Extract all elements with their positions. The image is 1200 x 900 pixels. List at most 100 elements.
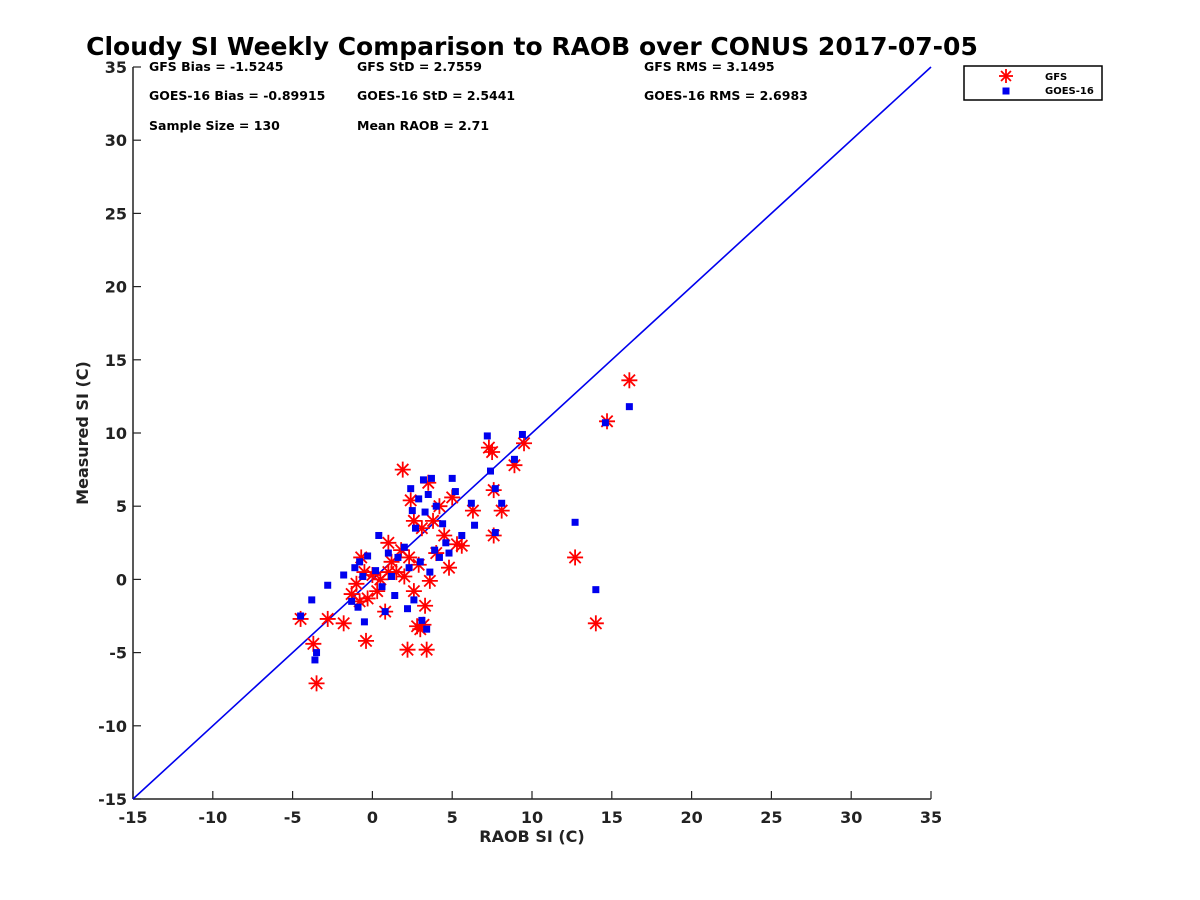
data-point: [498, 499, 506, 507]
data-point: [491, 485, 499, 493]
data-point: [445, 549, 453, 557]
data-point: [491, 529, 499, 537]
y-axis-ticks: -15 -10 -5 0 5 10 15 20 25 30 35: [98, 58, 141, 809]
y-tick-label: 5: [116, 497, 127, 516]
stat-text: Mean RAOB = 2.71: [357, 118, 489, 133]
data-point: [375, 531, 383, 539]
data-point: [405, 564, 413, 572]
chart-title: Cloudy SI Weekly Comparison to RAOB over…: [86, 32, 978, 61]
data-point: [340, 571, 348, 579]
data-point: [487, 467, 495, 475]
x-tick-label: 5: [447, 808, 458, 827]
data-point: [378, 583, 386, 591]
data-point: [359, 572, 367, 580]
data-point: [356, 558, 364, 566]
data-point: [592, 586, 600, 594]
data-point: [354, 603, 362, 611]
legend-marker: [999, 69, 1013, 83]
data-point: [388, 572, 396, 580]
data-point: [510, 455, 518, 463]
data-point: [308, 675, 325, 692]
stat-text: GOES-16 Bias = -0.89915: [149, 88, 325, 103]
data-point: [324, 581, 332, 589]
x-tick-label: 0: [367, 808, 378, 827]
y-tick-label: -10: [98, 717, 127, 736]
stat-text: GOES-16 RMS = 2.6983: [644, 88, 808, 103]
data-point: [441, 559, 458, 576]
data-point: [348, 597, 356, 605]
data-point: [401, 549, 418, 566]
data-point: [364, 552, 372, 560]
y-tick-label: 30: [105, 131, 127, 150]
x-tick-label: 30: [840, 808, 862, 827]
data-point: [421, 508, 429, 516]
x-tick-label: 20: [680, 808, 702, 827]
legend: GFS GOES-16: [963, 65, 1103, 101]
x-tick-label: -15: [119, 808, 148, 827]
data-point: [308, 596, 316, 604]
data-point: [413, 520, 430, 537]
data-point: [311, 656, 319, 664]
data-point: [380, 534, 397, 551]
data-point: [394, 553, 402, 561]
y-tick-label: 0: [116, 570, 127, 589]
data-point: [419, 476, 427, 484]
legend-label: GOES-16: [1045, 86, 1094, 97]
data-point: [408, 507, 416, 515]
y-axis-label: Measured SI (C): [73, 361, 92, 505]
stat-text: GOES-16 StD = 2.5441: [357, 88, 515, 103]
data-point: [407, 485, 415, 493]
data-point: [418, 616, 426, 624]
data-point: [518, 430, 526, 438]
stat-text: GFS Bias = -1.5245: [149, 59, 283, 74]
data-point: [423, 625, 431, 633]
stat-text: Sample Size = 130: [149, 118, 280, 133]
legend-label: GFS: [1045, 72, 1067, 83]
stat-text: GFS RMS = 3.1495: [644, 59, 775, 74]
y-tick-label: 25: [105, 204, 127, 223]
data-point: [360, 618, 368, 626]
data-point: [372, 567, 380, 575]
data-point: [415, 495, 423, 503]
series-layer: [292, 372, 638, 692]
data-point: [621, 372, 638, 389]
x-tick-label: -5: [284, 808, 302, 827]
data-point: [571, 518, 579, 526]
data-point: [319, 610, 336, 627]
x-tick-label: -10: [198, 808, 227, 827]
y-tick-label: 20: [105, 278, 127, 297]
data-point: [427, 474, 435, 482]
data-point: [436, 527, 453, 544]
data-point: [348, 575, 365, 592]
data-point: [601, 419, 609, 427]
data-point: [404, 605, 412, 613]
data-point: [625, 403, 633, 411]
data-point: [411, 524, 419, 532]
data-point: [448, 474, 456, 482]
x-tick-label: 15: [601, 808, 623, 827]
data-point: [358, 632, 375, 649]
data-point: [484, 444, 501, 461]
series-goes-16: [297, 403, 633, 664]
data-point: [424, 490, 432, 498]
data-point: [381, 608, 389, 616]
one-to-one-line: [132, 66, 932, 800]
data-point: [359, 590, 376, 607]
data-point: [399, 641, 416, 658]
y-tick-label: -5: [109, 644, 127, 663]
data-point: [471, 521, 479, 529]
x-tick-label: 25: [760, 808, 782, 827]
data-point: [384, 549, 392, 557]
data-point: [394, 461, 411, 478]
data-point: [335, 615, 352, 632]
series-gfs: [292, 372, 638, 692]
data-point: [567, 549, 584, 566]
y-tick-label: 10: [105, 424, 127, 443]
data-point: [453, 537, 470, 554]
data-point: [442, 539, 450, 547]
data-point: [435, 553, 443, 561]
data-point: [587, 615, 604, 632]
data-point: [400, 543, 408, 551]
x-tick-label: 35: [920, 808, 942, 827]
statistics-block: GFS Bias = -1.5245 GFS StD = 2.7559 GFS RM…: [149, 59, 808, 133]
